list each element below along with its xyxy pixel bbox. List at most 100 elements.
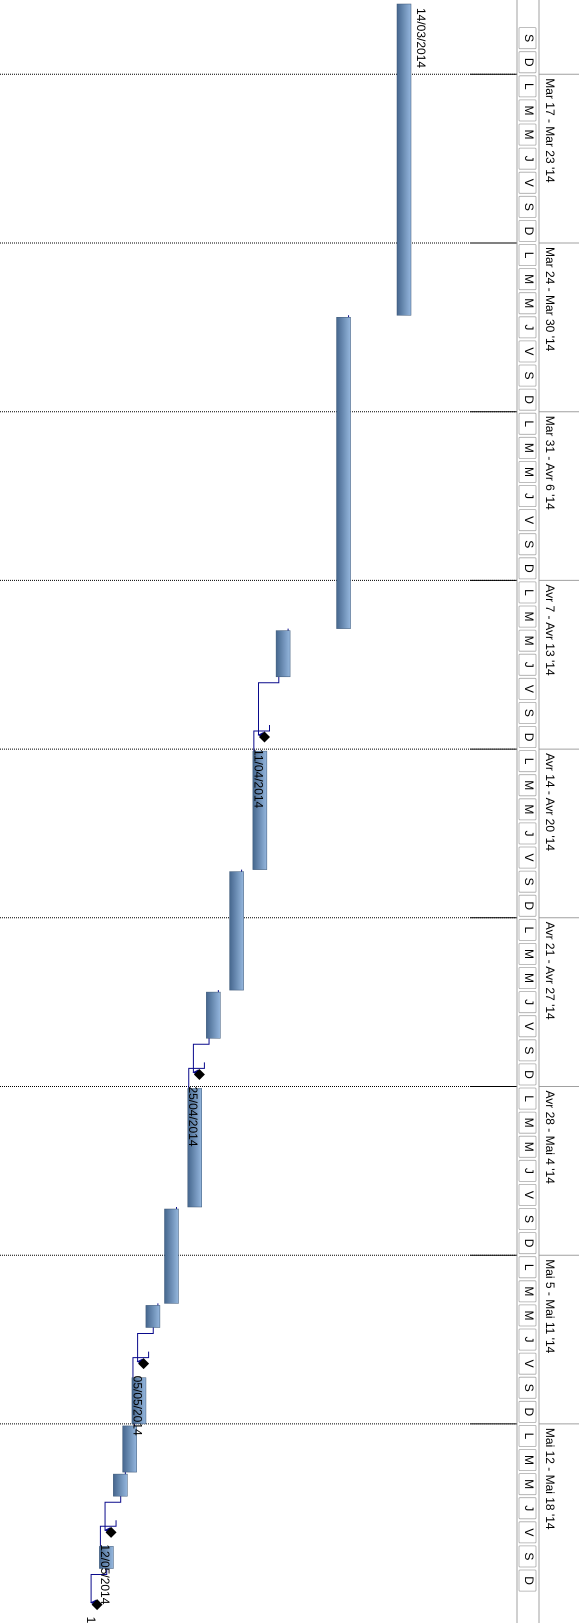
day-letter: J: [522, 1168, 536, 1174]
task-bar[interactable]: [229, 871, 244, 991]
day-cell: J: [518, 822, 537, 845]
dependency-link: [104, 1496, 122, 1534]
day-letter: L: [522, 589, 536, 596]
day-cell: J: [518, 147, 537, 170]
task-bar[interactable]: [206, 991, 221, 1039]
day-letter: L: [522, 1433, 536, 1440]
day-letter: M: [522, 973, 536, 983]
task-bar[interactable]: [187, 1088, 202, 1208]
day-letter: S: [522, 1046, 536, 1054]
week-label: Mar 31 - Avr 6 '14: [543, 416, 557, 510]
week-label: Mar 24 - Mar 30 '14: [543, 247, 557, 352]
task-bar[interactable]: [164, 1208, 179, 1304]
day-letter: D: [522, 1408, 536, 1417]
dependency-link: [252, 725, 270, 763]
day-cell: M: [518, 123, 537, 146]
day-cell: M: [518, 943, 537, 965]
day-letter: L: [522, 420, 536, 427]
milestone-label: 25/04/2014: [186, 1086, 200, 1146]
milestone-diamond[interactable]: [259, 731, 270, 743]
day-letter: V: [522, 685, 536, 693]
day-letter: J: [522, 1337, 536, 1343]
day-letter: L: [522, 1264, 536, 1271]
day-cell: J: [518, 316, 537, 339]
day-cell: S: [518, 870, 537, 893]
day-cell: M: [518, 1280, 537, 1303]
day-letter: M: [522, 1479, 536, 1489]
day-cell: J: [518, 653, 537, 676]
day-letter: D: [522, 227, 536, 236]
task-bar[interactable]: [336, 317, 351, 629]
day-letter: J: [522, 1505, 536, 1511]
task-bar[interactable]: [252, 750, 268, 870]
day-cell: S: [518, 533, 537, 556]
week-label: Avr 7 - Avr 13 '14: [543, 584, 557, 676]
day-letter: D: [522, 1239, 536, 1248]
day-letter: M: [522, 780, 536, 790]
milestone-diamond[interactable]: [138, 1358, 150, 1370]
day-cell: S: [518, 1039, 537, 1062]
day-cell: D: [518, 726, 537, 749]
day-cell: M: [518, 436, 537, 459]
milestone-label: 05/05/2014: [130, 1376, 144, 1436]
day-cell: M: [518, 1304, 537, 1327]
day-letter: D: [522, 733, 536, 742]
timescale-header: S D L M M J V S D Mar 17 - Mar 23 '14 L M M J V S D Mar 2…: [516, 0, 579, 1623]
day-cell: V: [518, 846, 537, 869]
milestone-diamond[interactable]: [193, 1068, 205, 1080]
day-cell: L: [518, 1256, 537, 1279]
day-letter: V: [522, 516, 536, 524]
milestone-label: 15/05/2014: [84, 1617, 98, 1623]
day-letter: L: [522, 83, 536, 90]
start-date-label: 14/03/2014: [414, 8, 428, 68]
task-bar[interactable]: [131, 1377, 147, 1425]
day-letter: J: [522, 830, 536, 836]
day-letter: M: [522, 636, 536, 646]
task-bar[interactable]: [99, 1546, 114, 1569]
day-cell: V: [518, 340, 537, 363]
day-cell: S: [518, 1208, 537, 1231]
day-cell: L: [518, 750, 537, 773]
day-cell: D: [518, 219, 537, 242]
task-bar[interactable]: [396, 3, 412, 316]
day-letter: J: [522, 324, 536, 330]
day-cell: M: [518, 292, 537, 315]
day-letter: S: [522, 1552, 536, 1560]
dependency-link: [257, 676, 280, 738]
week-label: Avr 28 - Mai 4 '14: [543, 1091, 557, 1185]
day-letter: J: [522, 493, 536, 499]
day-cell: M: [518, 268, 537, 291]
day-cell: V: [518, 1184, 537, 1206]
week-label: Mar 17 - Mar 23 '14: [543, 78, 557, 183]
day-cell: M: [518, 629, 537, 652]
dependency-link: [90, 1568, 108, 1606]
day-letter: M: [522, 443, 536, 453]
day-letter: L: [522, 252, 536, 259]
week-label: Avr 14 - Avr 20 '14: [543, 753, 557, 851]
milestone-diamond[interactable]: [105, 1526, 117, 1538]
day-cell: V: [518, 509, 537, 532]
day-cell: D: [518, 1063, 537, 1086]
day-letter: M: [522, 612, 536, 622]
milestone-diamond[interactable]: [91, 1599, 103, 1611]
day-letter: S: [522, 372, 536, 380]
day-cell: J: [518, 1328, 537, 1351]
day-cell: V: [518, 1521, 537, 1544]
dependency-link: [131, 1351, 150, 1389]
task-bar[interactable]: [275, 630, 291, 678]
day-letter: S: [522, 540, 536, 548]
day-letter: M: [522, 467, 536, 477]
day-letter: S: [522, 878, 536, 886]
day-cell: J: [518, 1497, 537, 1520]
day-letter: V: [522, 1022, 536, 1030]
day-letter: L: [522, 1095, 536, 1102]
day-cell: L: [518, 244, 537, 267]
task-bar[interactable]: [122, 1425, 137, 1473]
task-bar[interactable]: [113, 1473, 128, 1497]
day-letter: M: [522, 105, 536, 115]
task-bar[interactable]: [145, 1305, 161, 1328]
day-cell: D: [518, 557, 537, 580]
day-cell: M: [518, 1135, 537, 1158]
day-letter: M: [522, 1455, 536, 1465]
day-cell: M: [518, 967, 537, 990]
